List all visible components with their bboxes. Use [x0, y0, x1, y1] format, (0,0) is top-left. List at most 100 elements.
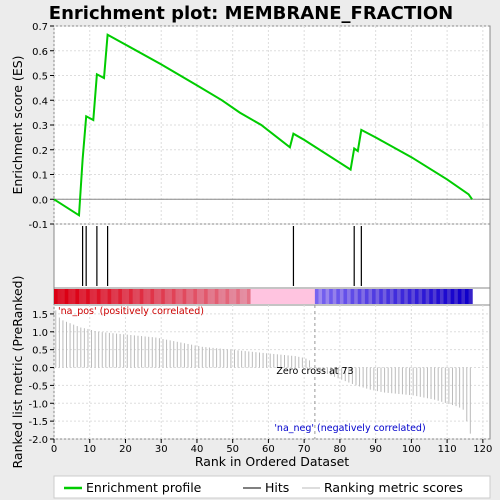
x-tick-label: 40	[191, 444, 204, 455]
metric-y-axis-label: Ranked list metric (PreRanked)	[10, 276, 25, 469]
ranking-bar-segment	[82, 289, 87, 304]
x-tick-label: 10	[83, 444, 96, 455]
ranking-bar-segment	[164, 289, 169, 304]
ranking-bar-segment	[414, 289, 420, 304]
ranking-bar-segment	[218, 289, 223, 304]
ranking-bar-segment	[75, 289, 80, 304]
metric-tick-label: 1.5	[32, 310, 48, 321]
metric-tick-label: 0.5	[32, 346, 48, 357]
ranking-bar-segment	[286, 289, 291, 304]
ranking-bar-segment	[425, 289, 430, 304]
ranking-bar-segment	[264, 289, 270, 304]
es-tick-label: 0.2	[32, 146, 48, 157]
ranking-bar-segment	[118, 289, 123, 304]
ranking-bar-segment	[329, 289, 334, 304]
ranking-bar-segment	[146, 289, 152, 304]
ranking-bar-segment	[429, 289, 434, 304]
hit-lines	[81, 226, 362, 286]
es-axis: -0.1 0.0 0.1 0.2 0.3 0.4 0.5 0.6 0.7	[28, 22, 54, 231]
ranking-bar-segment	[404, 289, 409, 304]
ranking-bar-segment	[379, 289, 384, 304]
es-tick-label: 0.6	[32, 47, 48, 58]
ranking-bar-segment	[100, 289, 105, 304]
ranking-bar-segment	[232, 289, 237, 304]
ranking-bar-segment	[168, 289, 173, 304]
ranking-bar-segment	[375, 289, 380, 304]
ranking-bar-segment	[307, 289, 312, 304]
ranking-bar-segment	[354, 289, 359, 304]
ranking-bar-segment	[111, 289, 116, 304]
ranking-bar-segment	[397, 289, 402, 304]
ranking-bar-segment	[121, 289, 127, 304]
ranking-bar-segment	[204, 289, 209, 304]
x-tick-label: 0	[51, 444, 57, 455]
ranking-bar-segment	[339, 289, 345, 304]
ranking-bar-segment	[86, 289, 91, 304]
ranking-bar-segment	[300, 289, 305, 304]
es-tick-label: 0.1	[32, 171, 48, 182]
es-tick-label: 0.0	[32, 195, 48, 206]
ranking-bar-segment	[139, 289, 144, 304]
ranking-bar-segment	[211, 289, 216, 304]
ranking-bar-segment	[254, 289, 259, 304]
ranking-bar-segment	[68, 289, 73, 304]
ranking-bar-segment	[436, 289, 441, 304]
ranking-bar-segment	[136, 289, 141, 304]
ranking-bar-segment	[186, 289, 191, 304]
ranking-bar-segment	[322, 289, 327, 304]
ranking-bar-segment	[411, 289, 416, 304]
ranking-bar-segment	[400, 289, 405, 304]
enrichment-profile-path	[53, 33, 473, 218]
ranking-bar-segment	[357, 289, 362, 304]
metric-tick-label: -0.5	[28, 381, 48, 392]
ranking-bar-segment	[314, 289, 320, 304]
ranking-bar-segment	[225, 289, 230, 304]
ranking-bar-segment	[189, 289, 194, 304]
legend-label: Enrichment profile	[86, 480, 202, 495]
neg-label: 'na_neg' (negatively correlated)	[274, 423, 425, 434]
ranking-bar-segment	[311, 289, 316, 304]
ranking-bar-segment	[336, 289, 341, 304]
pos-label: 'na_pos' (positively correlated)	[58, 306, 204, 317]
ranking-bar-segment	[93, 289, 98, 304]
metric-tick-label: -1.0	[28, 399, 48, 410]
ranking-bar-segment	[257, 289, 262, 304]
ranking-bar-segment	[229, 289, 234, 304]
es-tick-label: -0.1	[28, 220, 48, 231]
x-tick-label: 70	[298, 444, 311, 455]
ranking-bar-segment	[422, 289, 427, 304]
ranking-bar-segment	[393, 289, 398, 304]
es-tick-label: 0.5	[32, 72, 48, 83]
ranking-bar-segment	[57, 289, 62, 304]
ranking-bar-segment	[318, 289, 323, 304]
ranking-bar-segment	[389, 289, 395, 304]
ranking-bar-segment	[347, 289, 352, 304]
x-tick-label: 120	[473, 444, 492, 455]
ranking-bar-segment	[246, 289, 252, 304]
ranking-bar-segment	[261, 289, 266, 304]
ranking-bar-segment	[129, 289, 134, 304]
x-tick-label: 50	[226, 444, 239, 455]
ranking-bar-segment	[150, 289, 155, 304]
ranking-bar-segment	[114, 289, 119, 304]
ranking-bar-segment	[132, 289, 137, 304]
legend: Enrichment profile Hits Ranking metric sco…	[64, 480, 463, 495]
ranking-bar-segment	[407, 289, 412, 304]
hits-panel	[53, 223, 491, 289]
ranking-bar-segment	[432, 289, 437, 304]
chart-title: Enrichment plot: MEMBRANE_FRACTION	[49, 3, 453, 24]
ranking-bar-segment	[61, 289, 66, 304]
ranking-bar-segment	[79, 289, 84, 304]
ranking-bar-segment	[71, 289, 77, 304]
ranking-bar-segment	[268, 289, 273, 304]
metric-bars	[55, 310, 471, 434]
ranking-bar-segment	[439, 289, 445, 304]
ranking-bar-segment	[243, 289, 248, 304]
ranking-bar-segment	[107, 289, 112, 304]
ranking-bar-segment	[250, 289, 255, 304]
ranking-bar-segment	[454, 289, 459, 304]
ranking-bar-segment	[104, 289, 109, 304]
x-tick-label: 100	[402, 444, 421, 455]
ranking-bar-segment	[372, 289, 377, 304]
x-tick-label: 20	[119, 444, 132, 455]
